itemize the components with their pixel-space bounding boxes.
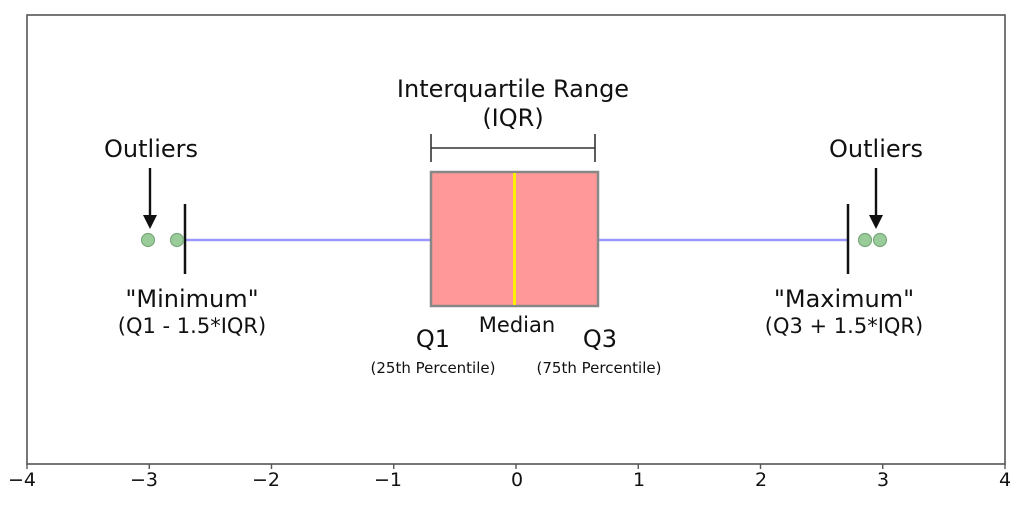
x-tick-label: −1 (373, 469, 403, 491)
maximum-label: "Maximum" (773, 285, 915, 313)
outlier-point (169, 232, 185, 248)
q1-sublabel: (25th Percentile) (370, 359, 496, 377)
x-tick-label: 3 (876, 469, 890, 491)
outliers-left-label: Outliers (104, 135, 198, 163)
minimum-formula: (Q1 - 1.5*IQR) (117, 314, 267, 338)
x-tick-label: 0 (510, 469, 524, 491)
minimum-label: "Minimum" (125, 285, 259, 313)
x-tick-label: −3 (129, 469, 159, 491)
iqr-title: Interquartile Range (396, 75, 630, 103)
outlier-point (857, 232, 873, 248)
arrow-left-outliers (143, 168, 157, 229)
median-label: Median (478, 313, 556, 337)
x-tick-label: −4 (7, 469, 37, 491)
q1-label: Q1 (415, 325, 451, 353)
iqr-bracket (430, 134, 596, 162)
outliers-right-label: Outliers (829, 135, 923, 163)
x-tick-label: 2 (754, 469, 768, 491)
outlier-point (140, 232, 156, 248)
x-tick-label: −2 (251, 469, 281, 491)
arrow-right-outliers (869, 168, 883, 229)
x-axis-ticks (26, 464, 1006, 469)
x-tick-label: 1 (632, 469, 646, 491)
outlier-point (872, 232, 888, 248)
x-tick-label: 4 (998, 469, 1012, 491)
q3-label: Q3 (582, 325, 618, 353)
iqr-subtitle: (IQR) (482, 104, 544, 132)
q3-sublabel: (75th Percentile) (536, 359, 662, 377)
maximum-formula: (Q3 + 1.5*IQR) (764, 314, 924, 338)
